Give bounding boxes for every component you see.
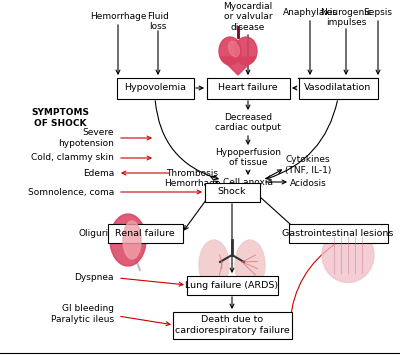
Text: Sepsis: Sepsis [364,8,392,17]
Text: Anaphylaxis: Anaphylaxis [282,8,338,17]
Ellipse shape [228,41,240,57]
FancyBboxPatch shape [204,182,260,202]
Text: Renal failure: Renal failure [115,229,175,237]
Text: Fluid
loss: Fluid loss [147,12,169,31]
Text: Cytokines
(TNF, IL-1): Cytokines (TNF, IL-1) [285,155,331,175]
FancyBboxPatch shape [108,224,182,242]
Text: Decreased
cardiac output: Decreased cardiac output [215,113,281,132]
FancyBboxPatch shape [206,77,290,98]
Ellipse shape [199,240,229,290]
FancyBboxPatch shape [116,77,194,98]
Ellipse shape [110,214,146,266]
Text: Hemorrhage: Hemorrhage [90,12,146,21]
Text: Vasodilatation: Vasodilatation [304,83,372,93]
Ellipse shape [219,37,241,65]
Text: Cell anoxia: Cell anoxia [223,178,273,187]
Text: GI bleeding
Paralytic ileus: GI bleeding Paralytic ileus [51,304,114,324]
Ellipse shape [235,240,265,290]
Polygon shape [220,57,256,75]
Text: Gastrointestinal lesions: Gastrointestinal lesions [282,229,394,237]
Text: Cold, clammy skin: Cold, clammy skin [31,153,114,163]
Ellipse shape [322,228,374,283]
Text: SYMPTOMS
OF SHOCK: SYMPTOMS OF SHOCK [31,108,89,128]
Text: Thrombosis: Thrombosis [166,169,218,178]
Text: Myocardial
or valvular
disease: Myocardial or valvular disease [223,2,273,32]
Text: Hypovolemia: Hypovolemia [124,83,186,93]
Ellipse shape [235,37,257,65]
FancyBboxPatch shape [186,275,278,295]
Text: Lung failure (ARDS): Lung failure (ARDS) [186,280,278,289]
Text: Edema: Edema [83,169,114,178]
Text: Oliguria: Oliguria [78,229,114,237]
Text: Death due to
cardiorespiratory failure: Death due to cardiorespiratory failure [175,315,289,335]
FancyBboxPatch shape [172,311,292,339]
Text: Somnolence, coma: Somnolence, coma [28,187,114,197]
Text: Hypoperfusion
of tissue: Hypoperfusion of tissue [215,148,281,168]
Text: Dyspnea: Dyspnea [74,273,114,283]
FancyBboxPatch shape [298,77,378,98]
Text: Severe
hypotension: Severe hypotension [58,128,114,148]
Text: Hemorrhage: Hemorrhage [164,179,220,187]
Text: Neurogenic
impulses: Neurogenic impulses [320,8,372,27]
Text: Heart failure: Heart failure [218,83,278,93]
Text: Shock: Shock [218,187,246,197]
Text: Acidosis: Acidosis [290,179,326,187]
FancyBboxPatch shape [288,224,388,242]
Ellipse shape [123,221,141,259]
